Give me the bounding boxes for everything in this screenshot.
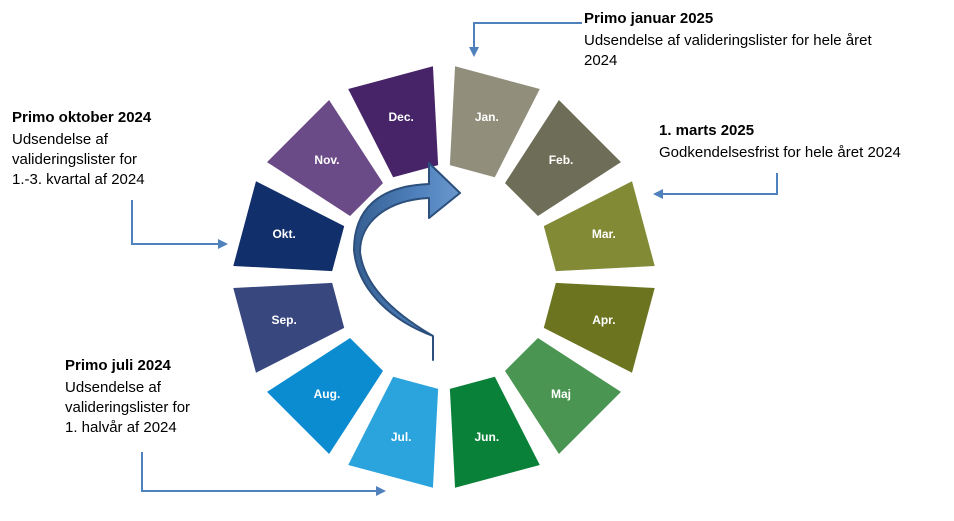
callout-juli-line3: 1. halvår af 2024 [65,419,177,436]
month-segment-feb [504,100,621,217]
marts-connector [653,173,778,199]
callout-juli-line1: Udsendelse af [65,379,161,396]
callout-marts-line1: Godkendelsesfrist for hele året 2024 [659,144,901,161]
callout-oktober: Primo oktober 2024 Udsendelse af valider… [12,108,212,190]
month-segment-nov [267,100,384,217]
callout-januar-heading: Primo januar 2025 [584,10,714,27]
month-label-sep: Sep. [271,313,296,327]
callout-marts-heading: 1. marts 2025 [659,122,755,139]
januar-connector [469,22,582,57]
juli-connector [141,452,386,496]
month-segments [233,66,655,488]
month-label-jun: Jun. [474,430,499,444]
month-label-jul: Jul. [391,430,412,444]
month-segment-jun [449,376,540,488]
callout-oktober-line3: 1.-3. kvartal af 2024 [12,171,145,188]
month-label-dec: Dec. [388,110,413,124]
month-segment-aug [267,337,384,454]
oktober-connector [131,200,228,249]
callout-januar-line2: 2024 [584,52,618,69]
month-segment-jan [449,66,540,178]
callout-januar: Primo januar 2025 Udsendelse af valideri… [584,9,944,71]
month-label-mar: Mar. [592,227,616,241]
month-segment-jul [348,376,439,488]
callout-juli: Primo juli 2024 Udsendelse af validering… [65,356,265,438]
month-label-apr: Apr. [592,313,615,327]
callout-marts: 1. marts 2025 Godkendelsesfrist for hele… [659,121,949,163]
month-label-jan: Jan. [475,110,499,124]
month-label-aug: Aug. [314,387,341,401]
callout-oktober-heading: Primo oktober 2024 [12,109,152,126]
callout-oktober-line1: Udsendelse af [12,131,108,148]
month-segment-sep [233,282,345,373]
month-label-feb: Feb. [549,153,574,167]
month-segment-dec [348,66,439,178]
month-segment-maj [504,337,621,454]
month-labels: Jan. Feb. Mar. Apr. Maj Jun. Jul. Aug. Sep. Okt. N… [271,110,615,444]
callout-juli-heading: Primo juli 2024 [65,357,171,374]
callout-oktober-line2: valideringslister for [12,151,138,168]
callout-juli-line2: valideringslister for [65,399,191,416]
month-label-nov: Nov. [314,153,339,167]
month-label-okt: Okt. [272,227,295,241]
cycle-arrow [353,162,461,361]
month-segment-mar [543,181,655,272]
month-label-maj: Maj [551,387,571,401]
month-segment-apr [543,282,655,373]
month-segment-okt [233,181,345,272]
callout-januar-line1: Udsendelse af valideringslister for hele… [584,32,872,49]
